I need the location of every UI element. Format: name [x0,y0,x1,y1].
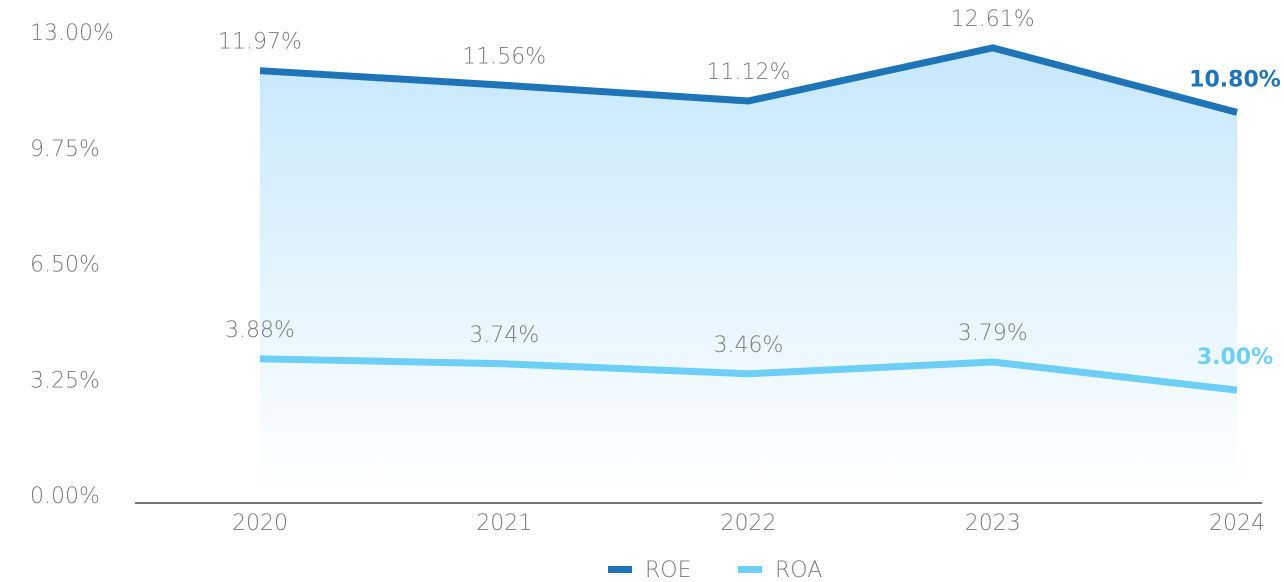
area [260,47,1237,497]
data-label: 11.12% [707,60,791,85]
legend-marker [608,566,632,573]
data-label: 3.00% [1197,345,1273,370]
x-tick-label: 2023 [965,511,1021,536]
x-tick-label: 2020 [232,511,288,536]
line [259,355,1238,394]
y-tick-label: 0.00% [30,484,100,509]
x-tick-label: 2024 [1209,511,1265,536]
data-label: 12.61% [951,7,1035,32]
data-label: 3.88% [225,318,295,343]
x-tick-label: 2021 [476,511,532,536]
data-label: 10.80% [1189,67,1281,92]
y-tick-label: 3.25% [30,368,100,393]
legend-marker [738,566,762,573]
y-tick-label: 13.00% [30,21,114,46]
x-tick-label: 2022 [721,511,777,536]
line [259,44,1238,116]
y-tick-label: 6.50% [30,253,100,278]
data-label: 3.79% [958,321,1028,346]
legend-label: ROE [645,558,692,582]
data-label: 3.74% [469,323,539,348]
data-label: 3.46% [714,333,784,358]
data-label: 11.97% [218,30,302,55]
data-label: 11.56% [462,44,546,69]
legend-label: ROA [775,558,822,582]
y-tick-label: 9.75% [30,137,100,162]
